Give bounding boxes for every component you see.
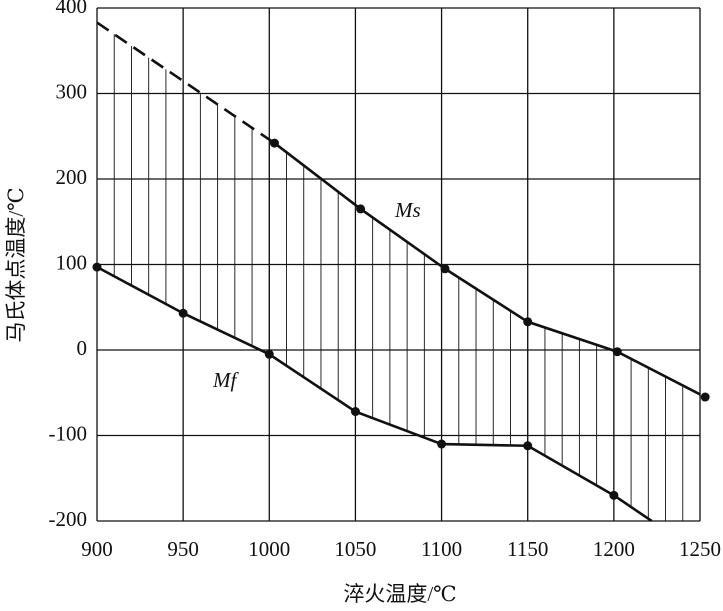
- y-tick-label: 100: [56, 250, 88, 274]
- y-tick-label: -200: [49, 507, 88, 531]
- x-tick-label: 1150: [507, 537, 548, 561]
- data-point: [523, 317, 533, 327]
- x-tick-label: 1200: [593, 537, 635, 561]
- extrapolation-line: [97, 21, 276, 145]
- mf-label: Mf: [212, 368, 239, 392]
- x-axis-label: 淬火温度/℃: [343, 582, 456, 606]
- x-tick-label: 900: [81, 537, 113, 561]
- x-tick-label: 1000: [248, 537, 290, 561]
- y-tick-label: -100: [49, 421, 88, 445]
- data-point: [612, 347, 622, 357]
- data-point: [700, 392, 710, 402]
- data-point: [437, 439, 447, 449]
- data-point: [523, 441, 533, 451]
- x-tick-label: 950: [167, 537, 199, 561]
- ms-label: Ms: [394, 198, 421, 222]
- data-point: [440, 264, 450, 274]
- y-axis-label: 马氏体点温度/℃: [4, 187, 28, 342]
- data-point: [178, 308, 188, 318]
- hatch-area: [113, 34, 700, 521]
- data-point: [350, 407, 360, 417]
- series-line: [273, 142, 700, 396]
- x-tick-label: 1250: [679, 537, 721, 561]
- y-tick-label: 200: [56, 165, 88, 189]
- data-point: [356, 204, 366, 214]
- x-tick-label: 1100: [421, 537, 462, 561]
- data-point: [264, 349, 274, 359]
- data-point: [92, 262, 102, 272]
- x-tick-label: 1050: [334, 537, 376, 561]
- y-tick-label: 400: [56, 0, 88, 18]
- data-point: [609, 490, 619, 500]
- y-tick-label: 300: [56, 79, 88, 103]
- data-point: [269, 138, 279, 148]
- y-tick-label: 0: [77, 336, 88, 360]
- extrapolation-line: [613, 494, 653, 521]
